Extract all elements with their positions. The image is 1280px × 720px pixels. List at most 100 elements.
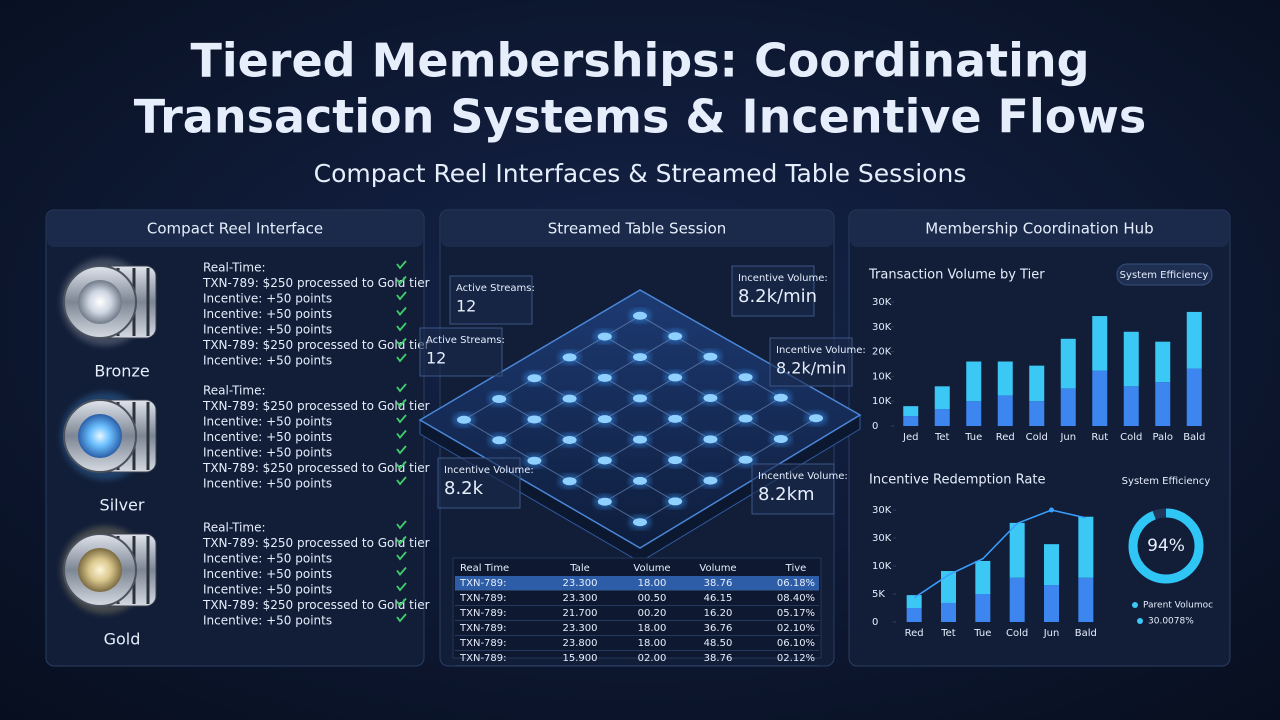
bar-segment — [934, 386, 950, 410]
node — [668, 332, 683, 341]
feed-line: Incentive: +50 points — [203, 292, 332, 306]
feed-line: TXN-789: $250 processed to Gold tier — [202, 598, 430, 612]
check-icon — [396, 414, 407, 424]
table-cell: 06.18% — [777, 578, 815, 589]
bar-segment — [1155, 341, 1171, 383]
feed-title: Real-Time: — [203, 261, 266, 275]
table-header: Real Time — [460, 563, 509, 574]
table-cell: 23.300 — [563, 578, 598, 589]
table-cell: 23.300 — [563, 623, 598, 634]
table-cell: 48.50 — [704, 638, 733, 649]
feed-line: Incentive: +50 points — [203, 307, 332, 321]
node — [527, 415, 542, 424]
panel-title: Streamed Table Session — [548, 220, 727, 238]
gauge-value: 94% — [1147, 536, 1185, 556]
bar-segment — [1078, 516, 1094, 578]
table-cell: 23.800 — [563, 638, 598, 649]
table-cell: 02.00 — [638, 653, 667, 664]
node — [738, 414, 753, 423]
legend-dot — [1132, 602, 1138, 608]
line-series — [913, 509, 1086, 599]
y-tick-label: 10K — [872, 371, 892, 382]
badge-text: System Efficiency — [1120, 270, 1209, 281]
node — [562, 394, 577, 403]
bar-segment — [1044, 544, 1059, 586]
check-icon — [396, 306, 407, 316]
bar-segment — [1029, 401, 1045, 426]
row-highlight — [455, 576, 819, 590]
node — [773, 435, 788, 443]
check-icon — [396, 383, 407, 393]
callout-box — [769, 337, 853, 387]
panel-title: Compact Reel Interface — [147, 220, 323, 238]
x-tick-label: Cold — [1120, 432, 1142, 443]
feed-line: Incentive: +50 points — [203, 446, 332, 460]
platform-top — [418, 289, 862, 549]
callout-label: Active Streams: — [456, 283, 535, 294]
bar-segment — [1078, 577, 1094, 622]
bar-segment — [1060, 388, 1076, 426]
table-cell: 15.900 — [563, 653, 598, 664]
feed-line: Incentive: +50 points — [203, 552, 332, 566]
table-cell: 18.00 — [638, 578, 667, 589]
node — [597, 373, 612, 382]
check-icon — [396, 460, 407, 470]
node — [809, 414, 823, 423]
chart-title: Incentive Redemption Rate — [869, 473, 1045, 488]
check-icon — [396, 275, 407, 285]
bar-segment — [1092, 316, 1108, 371]
feed-line: TXN-789: $250 processed to Gold tier — [202, 276, 430, 290]
feed-line: Incentive: +50 points — [203, 583, 332, 597]
tier-name: Silver — [100, 496, 145, 515]
bar-segment — [975, 560, 991, 594]
feed-line: TXN-789: $250 processed to Gold tier — [202, 338, 430, 352]
x-tick-label: Red — [905, 628, 924, 639]
bar-segment — [975, 594, 991, 622]
y-tick-label: 30K — [872, 505, 892, 516]
callout-value: 12 — [426, 349, 446, 368]
y-tick-label: 30K — [872, 322, 892, 333]
table-cell: TXN-789: — [459, 623, 507, 634]
x-tick-label: Rut — [1091, 432, 1108, 443]
subtitle: Compact Reel Interfaces & Streamed Table… — [314, 159, 967, 188]
node — [562, 477, 577, 486]
check-icon — [396, 429, 407, 439]
callout-label: Incentive Volume: — [758, 471, 848, 482]
bar-segment — [941, 602, 956, 622]
legend-dot — [1137, 618, 1143, 624]
table-cell: 18.00 — [638, 623, 667, 634]
y-tick-label: 30K — [872, 533, 892, 544]
feed-line: Incentive: +50 points — [203, 415, 332, 429]
callout-box — [751, 463, 835, 515]
badge — [1116, 263, 1213, 286]
reel-core — [78, 414, 122, 458]
bar-segment — [1029, 365, 1045, 402]
x-tick-label: Bald — [1075, 628, 1097, 639]
bar-segment — [997, 361, 1013, 396]
tier-name: Gold — [104, 630, 141, 649]
node — [703, 394, 718, 403]
tier-name: Bronze — [94, 362, 149, 381]
y-tick-label: 10K — [872, 396, 892, 407]
bar-segment — [1186, 311, 1202, 369]
x-tick-label: Tet — [940, 628, 956, 639]
bar-segment — [903, 416, 919, 426]
y-tick-label: 20K — [872, 347, 892, 358]
callout-value: 8.2k/min — [776, 359, 846, 378]
table-cell: 00.20 — [638, 608, 667, 619]
bar-segment — [1123, 331, 1139, 387]
bar-segment — [906, 608, 922, 622]
table-cell: 06.10% — [777, 638, 815, 649]
table-bg — [452, 557, 822, 659]
node — [633, 394, 647, 403]
callout-label: Incentive Volume: — [776, 345, 866, 356]
node — [633, 311, 647, 320]
y-tick-label: 0 — [872, 421, 878, 432]
x-tick-label: Tue — [973, 628, 991, 639]
check-icon — [396, 476, 407, 486]
callout-box — [731, 265, 815, 317]
table-header: Volume — [633, 563, 670, 574]
bar-segment — [1009, 522, 1025, 578]
